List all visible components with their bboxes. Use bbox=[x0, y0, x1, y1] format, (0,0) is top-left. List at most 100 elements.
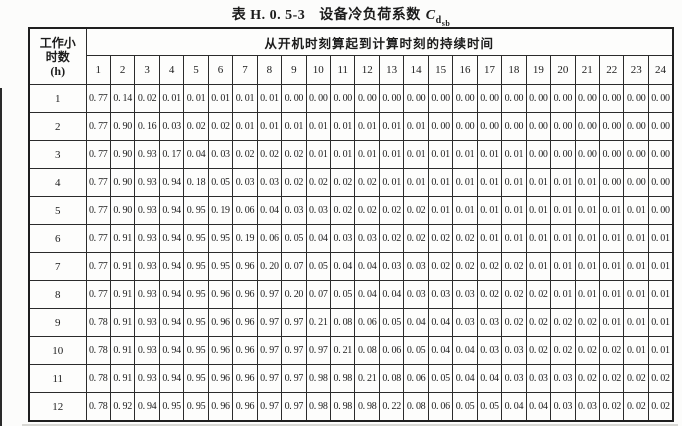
coef-cell-h1-t24: 0. 00 bbox=[647, 84, 674, 113]
coef-cell-h12-t13: 0. 22 bbox=[378, 392, 405, 422]
coef-cell-h10-t15: 0. 04 bbox=[427, 336, 454, 365]
coef-cell-h8-t9: 0. 20 bbox=[281, 280, 307, 309]
coef-cell-h6-t12: 0. 03 bbox=[354, 224, 380, 253]
coef-cell-h10-t6: 0. 96 bbox=[207, 336, 234, 365]
hours-cell: 6 bbox=[28, 224, 87, 253]
coef-cell-h10-t18: 0. 03 bbox=[501, 336, 527, 365]
coef-cell-h2-t21: 0. 00 bbox=[574, 112, 601, 141]
coef-cell-h9-t23: 0. 01 bbox=[623, 308, 649, 337]
coef-cell-h5-t6: 0. 19 bbox=[207, 196, 234, 225]
coef-cell-h11-t5: 0. 95 bbox=[183, 364, 209, 393]
coef-cell-h2-t22: 0. 00 bbox=[599, 112, 625, 141]
coef-cell-h2-t3: 0. 16 bbox=[134, 112, 160, 141]
coef-cell-h6-t10: 0. 04 bbox=[305, 224, 332, 253]
coef-cell-h1-t15: 0. 00 bbox=[427, 84, 454, 113]
coef-cell-h5-t21: 0. 01 bbox=[574, 196, 601, 225]
coef-cell-h9-t22: 0. 01 bbox=[599, 308, 625, 337]
coef-cell-h12-t7: 0. 96 bbox=[232, 392, 258, 422]
coef-cell-h3-t17: 0. 01 bbox=[476, 140, 503, 169]
coef-cell-h9-t11: 0. 08 bbox=[330, 308, 356, 337]
coef-cell-h4-t6: 0. 05 bbox=[207, 168, 234, 197]
coef-cell-h7-t17: 0. 02 bbox=[476, 252, 503, 281]
coef-cell-h12-t22: 0. 02 bbox=[599, 392, 625, 422]
coef-cell-h11-t14: 0. 06 bbox=[403, 364, 429, 393]
coef-cell-h5-t11: 0. 02 bbox=[330, 196, 356, 225]
coef-cell-h9-t9: 0. 97 bbox=[281, 308, 307, 337]
coef-cell-h10-t22: 0. 02 bbox=[599, 336, 625, 365]
coef-cell-h10-t2: 0. 91 bbox=[109, 336, 136, 365]
coef-cell-h9-t4: 0. 94 bbox=[158, 308, 185, 337]
coef-cell-h10-t3: 0. 93 bbox=[134, 336, 160, 365]
hours-cell: 10 bbox=[28, 336, 87, 365]
coef-cell-h10-t5: 0. 95 bbox=[183, 336, 209, 365]
coef-cell-h1-t20: 0. 00 bbox=[550, 84, 576, 113]
coef-cell-h1-t5: 0. 01 bbox=[183, 84, 209, 113]
coef-cell-h5-t20: 0. 01 bbox=[550, 196, 576, 225]
coef-cell-h4-t8: 0. 03 bbox=[256, 168, 283, 197]
coef-cell-h5-t15: 0. 01 bbox=[427, 196, 454, 225]
duration-col-header-19: 19 bbox=[525, 55, 552, 85]
coef-cell-h6-t11: 0. 03 bbox=[330, 224, 356, 253]
coef-cell-h12-t5: 0. 95 bbox=[183, 392, 209, 422]
coef-cell-h7-t7: 0. 96 bbox=[232, 252, 258, 281]
coef-cell-h4-t11: 0. 02 bbox=[330, 168, 356, 197]
coef-cell-h10-t21: 0. 02 bbox=[574, 336, 601, 365]
coef-cell-h1-t13: 0. 00 bbox=[378, 84, 405, 113]
coef-cell-h8-t23: 0. 01 bbox=[623, 280, 649, 309]
coef-cell-h8-t2: 0. 91 bbox=[109, 280, 136, 309]
coef-cell-h9-t14: 0. 04 bbox=[403, 308, 429, 337]
coef-cell-h1-t11: 0. 00 bbox=[330, 84, 356, 113]
coef-cell-h5-t19: 0. 01 bbox=[525, 196, 552, 225]
coef-cell-h4-t9: 0. 02 bbox=[281, 168, 307, 197]
coef-cell-h10-t16: 0. 04 bbox=[452, 336, 478, 365]
coef-cell-h3-t2: 0. 90 bbox=[109, 140, 136, 169]
coef-cell-h9-t20: 0. 02 bbox=[550, 308, 576, 337]
coef-cell-h10-t10: 0. 97 bbox=[305, 336, 332, 365]
coef-cell-h6-t6: 0. 95 bbox=[207, 224, 234, 253]
coef-cell-h7-t20: 0. 01 bbox=[550, 252, 576, 281]
coef-cell-h12-t24: 0. 02 bbox=[647, 392, 674, 422]
coef-cell-h6-t23: 0. 01 bbox=[623, 224, 649, 253]
coef-cell-h9-t8: 0. 97 bbox=[256, 308, 283, 337]
coef-cell-h6-t22: 0. 01 bbox=[599, 224, 625, 253]
coef-cell-h4-t4: 0. 94 bbox=[158, 168, 185, 197]
coef-cell-h8-t20: 0. 01 bbox=[550, 280, 576, 309]
hours-cell: 11 bbox=[28, 364, 87, 393]
coef-cell-h3-t1: 0. 77 bbox=[85, 140, 111, 169]
coef-cell-h11-t11: 0. 98 bbox=[330, 364, 356, 393]
coef-cell-h2-t14: 0. 01 bbox=[403, 112, 429, 141]
coef-cell-h6-t4: 0. 94 bbox=[158, 224, 185, 253]
coef-cell-h8-t21: 0. 01 bbox=[574, 280, 601, 309]
coef-cell-h3-t23: 0. 00 bbox=[623, 140, 649, 169]
coef-cell-h3-t9: 0. 02 bbox=[281, 140, 307, 169]
duration-col-header-13: 13 bbox=[378, 55, 405, 85]
table-row-hours-6: 6 0. 77 0. 91 0. 93 0. 94 0. 95 0. 95 0. 19 0. 0… bbox=[28, 224, 674, 253]
coef-cell-h2-t7: 0. 01 bbox=[232, 112, 258, 141]
duration-col-header-21: 21 bbox=[574, 55, 601, 85]
coef-cell-h12-t21: 0. 03 bbox=[574, 392, 601, 422]
coef-cell-h10-t17: 0. 03 bbox=[476, 336, 503, 365]
coef-cell-h4-t23: 0. 00 bbox=[623, 168, 649, 197]
coef-cell-h6-t17: 0. 01 bbox=[476, 224, 503, 253]
coef-cell-h3-t22: 0. 00 bbox=[599, 140, 625, 169]
coef-cell-h1-t9: 0. 00 bbox=[281, 84, 307, 113]
coef-cell-h8-t14: 0. 03 bbox=[403, 280, 429, 309]
table-row-hours-8: 8 0. 77 0. 91 0. 93 0. 94 0. 95 0. 96 0. 96 0. 9… bbox=[28, 280, 674, 309]
coef-cell-h2-t2: 0. 90 bbox=[109, 112, 136, 141]
coef-cell-h10-t7: 0. 96 bbox=[232, 336, 258, 365]
coef-cell-h4-t7: 0. 03 bbox=[232, 168, 258, 197]
coef-cell-h1-t19: 0. 00 bbox=[525, 84, 552, 113]
coef-cell-h7-t9: 0. 07 bbox=[281, 252, 307, 281]
coef-cell-h11-t16: 0. 04 bbox=[452, 364, 478, 393]
hours-cell: 2 bbox=[28, 112, 87, 141]
coef-cell-h8-t3: 0. 93 bbox=[134, 280, 160, 309]
coef-cell-h11-t10: 0. 98 bbox=[305, 364, 332, 393]
coef-cell-h2-t19: 0. 00 bbox=[525, 112, 552, 141]
corner-header: 工作小 时数 (h) bbox=[28, 27, 87, 85]
coef-cell-h5-t16: 0. 01 bbox=[452, 196, 478, 225]
hours-cell: 1 bbox=[28, 84, 87, 113]
coef-cell-h8-t12: 0. 04 bbox=[354, 280, 380, 309]
coef-cell-h5-t4: 0. 94 bbox=[158, 196, 185, 225]
coef-cell-h6-t3: 0. 93 bbox=[134, 224, 160, 253]
